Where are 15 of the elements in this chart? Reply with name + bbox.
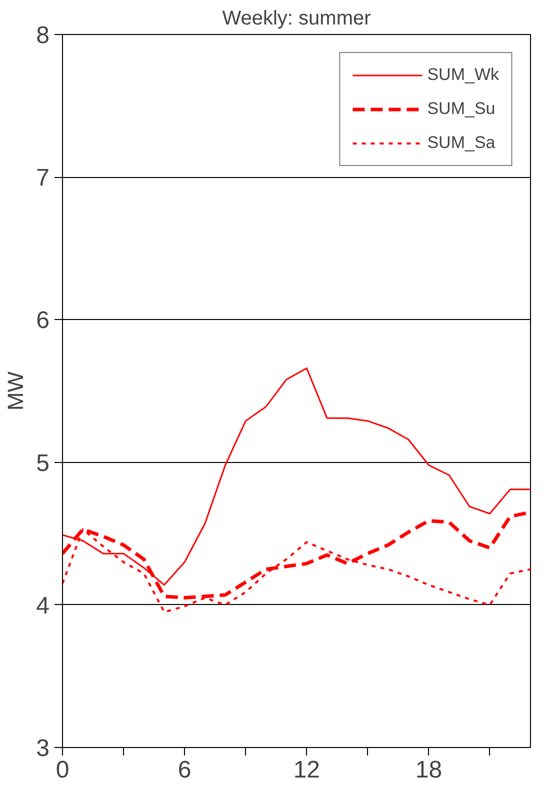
x-tick-label: 12 xyxy=(293,756,320,784)
y-axis-title: MW xyxy=(3,371,28,411)
chart-title: Weekly: summer xyxy=(222,8,372,30)
y-tick-label: 4 xyxy=(36,592,50,620)
y-tick-label: 7 xyxy=(36,164,50,192)
x-tick-label: 0 xyxy=(56,756,70,784)
legend-label: SUM_Su xyxy=(427,99,496,119)
y-tick-label: 3 xyxy=(36,735,50,762)
legend-label: SUM_Sa xyxy=(427,133,496,153)
y-tick-label: 6 xyxy=(36,307,50,334)
x-tick-label: 18 xyxy=(415,756,442,784)
x-tick-label: 6 xyxy=(178,756,192,784)
y-tick-label: 5 xyxy=(36,450,50,477)
legend-label: SUM_Wk xyxy=(427,65,499,85)
y-tick-label: 8 xyxy=(36,22,50,49)
